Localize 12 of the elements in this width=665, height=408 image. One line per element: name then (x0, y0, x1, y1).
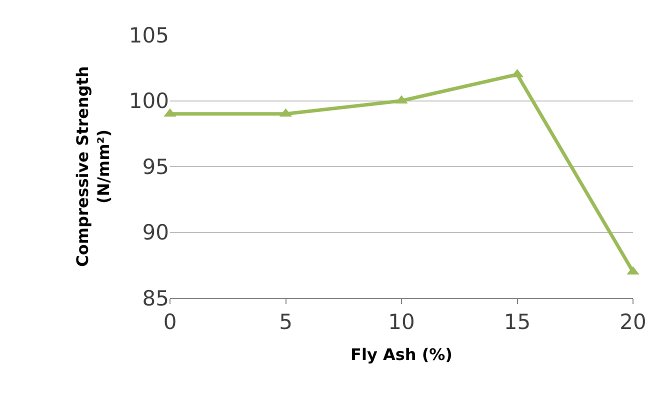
y-tick-label: 100 (128, 89, 169, 114)
x-tick-label: 10 (388, 310, 415, 334)
y-tick-label: 90 (142, 220, 169, 245)
y-tick-label: 105 (128, 23, 169, 48)
x-tick-label: 20 (620, 310, 646, 334)
x-tick-label: 15 (504, 310, 531, 334)
y-tick-label: 85 (142, 286, 169, 310)
y-axis-title: Compressive Strength (N/mm²) (73, 66, 113, 267)
x-tick-label: 0 (163, 310, 177, 334)
x-tick-label: 5 (279, 310, 292, 334)
x-axis-title: Fly Ash (%) (350, 344, 452, 364)
y-tick-label: 95 (142, 154, 169, 179)
